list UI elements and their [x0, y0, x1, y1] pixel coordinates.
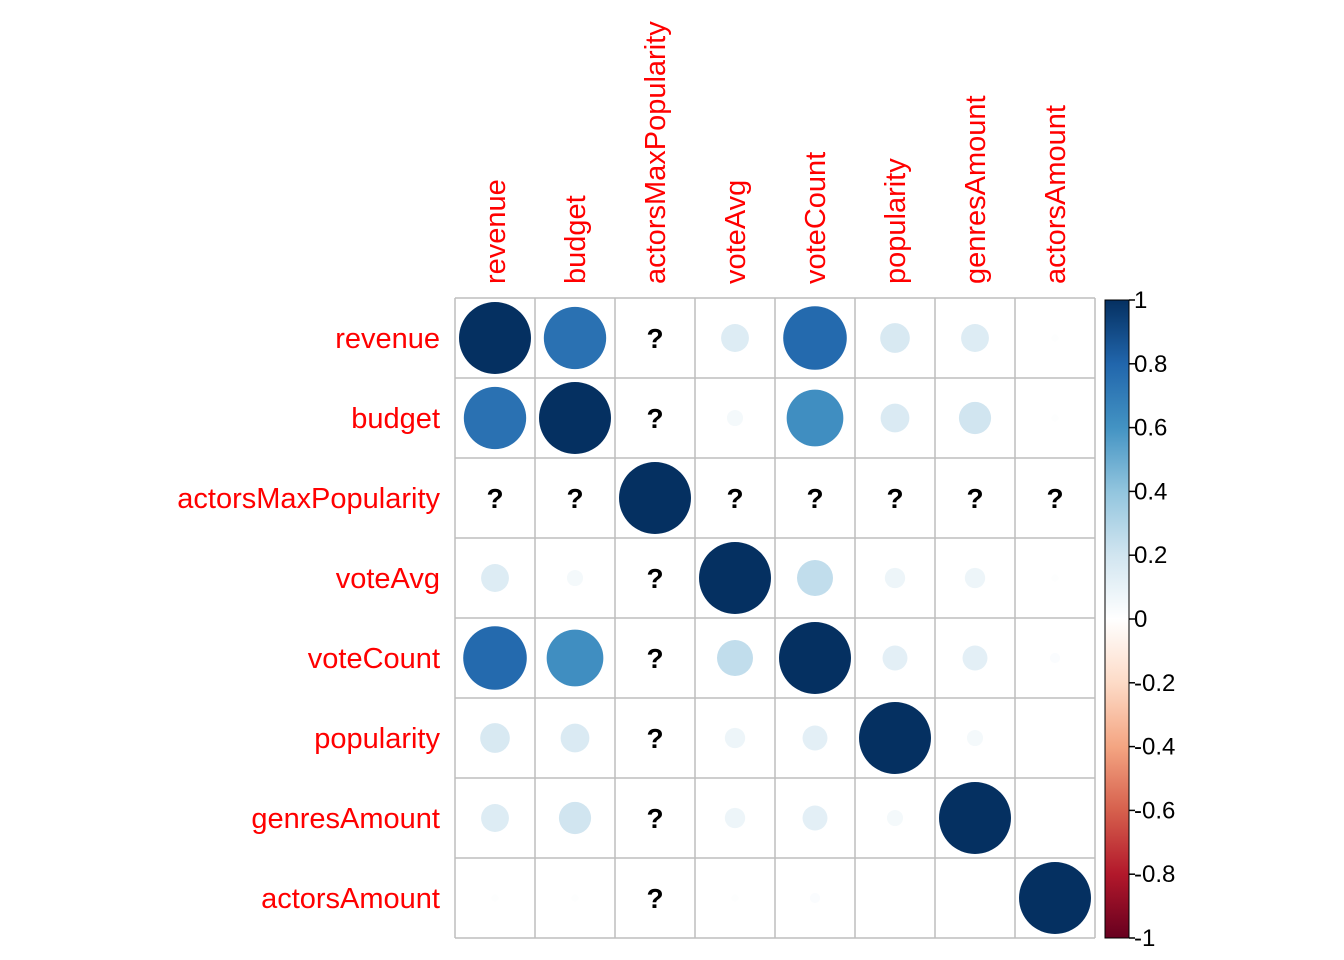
row-label: revenue [335, 323, 440, 355]
correlation-circle [721, 324, 749, 352]
correlation-circle [724, 727, 746, 749]
legend-tick-label: 0.8 [1134, 351, 1167, 378]
correlation-circle [491, 894, 499, 902]
correlation-circle [809, 892, 821, 904]
row-labels: revenue budget actorsMaxPopularity voteAvg v… [177, 323, 440, 915]
legend-tick-label: -0.6 [1134, 797, 1175, 824]
correlation-circle [726, 409, 744, 427]
correlation-circle [882, 645, 908, 671]
correlation-circle [962, 645, 988, 671]
correlation-circle [566, 569, 584, 587]
correlation-circle [571, 894, 579, 902]
missing-value-mark: ? [486, 483, 503, 514]
missing-value-mark: ? [1046, 483, 1063, 514]
row-label: actorsAmount [261, 883, 440, 915]
legend-tick-label: -0.2 [1134, 670, 1175, 697]
correlation-circle [481, 564, 509, 592]
correlation-circle [802, 805, 828, 831]
matrix-grid [454, 297, 1096, 939]
missing-value-mark: ? [886, 483, 903, 514]
legend-tick-label: -0.8 [1134, 861, 1175, 888]
correlation-circle [797, 560, 833, 596]
correlation-circle [884, 567, 906, 589]
correlation-circle [964, 567, 986, 589]
correlation-circle [558, 801, 592, 835]
correlation-circle [1051, 334, 1059, 342]
correlation-circle [619, 462, 691, 534]
missing-value-mark: ? [646, 403, 663, 434]
correlation-circle [779, 622, 851, 694]
correlation-circle [961, 324, 989, 352]
color-legend: 1 0.8 0.6 0.4 0.2 0 -0.2 -0.4 -0.6 -0.8 -1 [1104, 287, 1175, 952]
correlation-circle [546, 629, 604, 687]
legend-color-bar [1104, 299, 1130, 939]
missing-value-mark: ? [646, 563, 663, 594]
correlation-circle [786, 389, 844, 447]
legend-tick-label: 0.4 [1134, 478, 1167, 505]
correlation-circle [481, 804, 509, 832]
correlation-circle [783, 306, 847, 370]
correlation-circle [1049, 652, 1061, 664]
column-label: revenue [480, 179, 512, 284]
missing-value-mark: ? [646, 803, 663, 834]
missing-value-mark: ? [566, 483, 583, 514]
correlation-circle [939, 782, 1011, 854]
correlation-circle [731, 894, 739, 902]
correlation-circle [699, 542, 771, 614]
column-label: voteCount [800, 152, 832, 284]
column-label: genresAmount [960, 95, 992, 284]
correlation-circle [560, 723, 590, 753]
correlation-circle [958, 401, 992, 435]
column-label: actorsMaxPopularity [640, 21, 672, 284]
correlation-circle [717, 640, 753, 676]
missing-value-mark: ? [646, 723, 663, 754]
legend-tick-label: 0.6 [1134, 415, 1167, 442]
row-label: popularity [314, 723, 440, 755]
matrix-cells: ?????????????? [459, 302, 1091, 934]
correlation-circle [724, 807, 746, 829]
column-label: popularity [880, 158, 912, 284]
correlation-circle [463, 626, 527, 690]
correlation-circle [880, 403, 910, 433]
missing-value-mark: ? [966, 483, 983, 514]
row-label: actorsMaxPopularity [177, 483, 440, 515]
row-label: budget [351, 403, 440, 435]
row-label: voteCount [308, 643, 440, 675]
correlation-circle [966, 729, 984, 747]
legend-tick-label: 0.2 [1134, 542, 1167, 569]
correlation-circle [802, 725, 828, 751]
correlation-circle [539, 382, 611, 454]
correlation-circle [859, 702, 931, 774]
legend-tick-label: -0.4 [1134, 734, 1175, 761]
missing-value-mark: ? [806, 483, 823, 514]
correlation-circle [886, 809, 904, 827]
missing-value-mark: ? [646, 883, 663, 914]
correlation-circle [880, 323, 910, 353]
legend-tick-label: 0 [1134, 606, 1147, 633]
column-label: voteAvg [720, 180, 752, 284]
missing-value-mark: ? [646, 643, 663, 674]
row-label: voteAvg [336, 563, 440, 595]
legend-tick-label: -1 [1134, 925, 1155, 952]
column-labels: revenue budget actorsMaxPopularity voteAvg v… [480, 21, 1072, 284]
correlation-circle [463, 386, 527, 450]
row-label: genresAmount [251, 803, 440, 835]
missing-value-mark: ? [646, 323, 663, 354]
correlation-circle [1051, 574, 1059, 582]
missing-value-mark: ? [726, 483, 743, 514]
column-label: actorsAmount [1040, 105, 1072, 284]
correlation-circle [1051, 414, 1059, 422]
legend-ticks: 1 0.8 0.6 0.4 0.2 0 -0.2 -0.4 -0.6 -0.8 -1 [1129, 287, 1175, 952]
correlation-circle [459, 302, 531, 374]
correlation-circle [1019, 862, 1091, 934]
correlation-circle [543, 306, 607, 370]
correlation-circle [480, 723, 510, 753]
legend-tick-label: 1 [1134, 287, 1147, 314]
column-label: budget [560, 195, 592, 284]
